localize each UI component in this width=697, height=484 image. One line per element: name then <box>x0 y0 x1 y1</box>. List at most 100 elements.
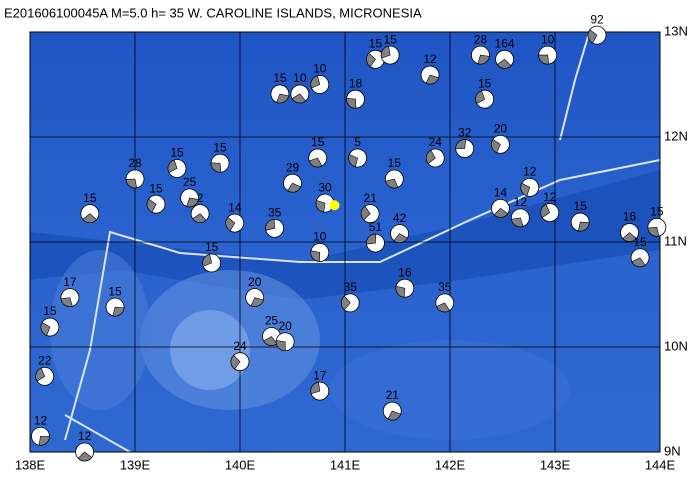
beachball <box>202 253 222 273</box>
beachball <box>346 89 365 109</box>
map-frame <box>29 31 661 453</box>
beachball-compression <box>275 340 286 352</box>
beachball <box>360 204 380 224</box>
beachball <box>340 293 360 313</box>
beachball-compression <box>112 306 125 317</box>
depth-label: 10 <box>293 71 307 85</box>
depth-label: 15 <box>170 146 184 160</box>
beachball-compression <box>496 58 512 69</box>
beachball-compression <box>276 93 290 104</box>
beachball <box>310 243 330 262</box>
depth-label: 12 <box>523 165 537 179</box>
beachball <box>390 224 410 244</box>
beachball-compression <box>40 322 51 336</box>
beachball <box>80 204 100 224</box>
beachball <box>60 288 80 308</box>
depth-label: 15 <box>633 235 647 249</box>
beachball <box>587 25 607 45</box>
depth-label: 5 <box>354 135 361 149</box>
beachball <box>495 49 515 69</box>
beachball-compression <box>186 197 199 208</box>
beachball-compression <box>310 250 321 262</box>
lon-label: 139E <box>120 457 151 472</box>
beachball <box>366 233 385 253</box>
beachball <box>425 148 445 168</box>
depth-label: 15 <box>205 240 219 254</box>
depth-label: 24 <box>429 135 443 149</box>
beachball <box>490 134 510 154</box>
depth-label: 15 <box>43 304 57 318</box>
beachball <box>647 217 667 237</box>
beachball-compression <box>520 182 531 197</box>
beachball-compression <box>225 216 236 232</box>
beachball-compression <box>315 199 326 213</box>
depth-label: 42 <box>393 211 407 225</box>
depth-label: 14 <box>228 200 242 214</box>
depth-label: 2 <box>197 191 204 205</box>
beachball <box>471 45 490 65</box>
depth-label: 21 <box>364 191 378 205</box>
depth-label: 12 <box>78 429 92 443</box>
depth-label: 92 <box>590 12 604 26</box>
beachball-compression <box>380 45 391 59</box>
depth-label: 10 <box>313 62 327 76</box>
beachball-compression <box>348 154 358 168</box>
depth-label: 164 <box>495 36 515 50</box>
beachball-compression <box>310 75 321 89</box>
beachball-compression <box>477 54 490 65</box>
beachball-compression <box>210 162 222 173</box>
lat-label: 12N <box>664 128 688 143</box>
lat-label: 13N <box>664 23 688 38</box>
depth-label: 15 <box>383 32 397 46</box>
beachball <box>75 442 94 462</box>
depth-label: 20 <box>278 319 292 333</box>
beachball <box>384 169 404 189</box>
beachball <box>35 366 55 386</box>
beachball-compression <box>425 74 439 85</box>
depth-label: 10 <box>541 32 555 46</box>
beachball-compression <box>622 232 637 242</box>
beachball-compression <box>475 90 486 104</box>
lon-label: 142E <box>435 457 466 472</box>
beachball-compression <box>287 182 302 193</box>
beachball <box>308 148 328 168</box>
beachball-compression <box>426 149 436 165</box>
depth-label: 51 <box>369 220 383 234</box>
beachball <box>455 139 475 158</box>
beachball <box>245 288 265 308</box>
beachball-compression <box>82 213 97 223</box>
beachball <box>620 223 639 242</box>
beachball <box>395 278 415 298</box>
depth-label: 25 <box>265 314 279 328</box>
depth-label: 24 <box>233 339 247 353</box>
beachball-compression <box>341 295 351 311</box>
beachball <box>265 218 285 238</box>
lon-label: 140E <box>225 457 256 472</box>
epicenter <box>329 200 340 211</box>
beachball-compression <box>540 204 551 219</box>
beachball-compression <box>230 354 241 370</box>
beachball-compression <box>291 93 307 104</box>
beachball <box>290 84 310 104</box>
depth-label: 35 <box>344 280 358 294</box>
beachball-compression <box>310 381 321 395</box>
beachball <box>31 426 50 446</box>
beachball-compression <box>35 367 46 382</box>
beachball <box>275 332 295 352</box>
beachball <box>225 213 245 233</box>
beachball-compression <box>491 139 501 153</box>
depth-label: 14 <box>494 186 508 200</box>
depth-label: 20 <box>494 122 508 136</box>
beachball-compression <box>436 302 451 313</box>
beachball-compression <box>346 97 357 109</box>
depth-label: 10 <box>313 230 327 244</box>
depth-label: 15 <box>388 156 402 170</box>
beachball-compression <box>192 213 207 223</box>
beachball <box>380 45 400 65</box>
beachball-compression <box>385 178 399 189</box>
beachball-compression <box>366 233 377 245</box>
beachball <box>40 317 60 337</box>
beachball <box>475 89 495 109</box>
